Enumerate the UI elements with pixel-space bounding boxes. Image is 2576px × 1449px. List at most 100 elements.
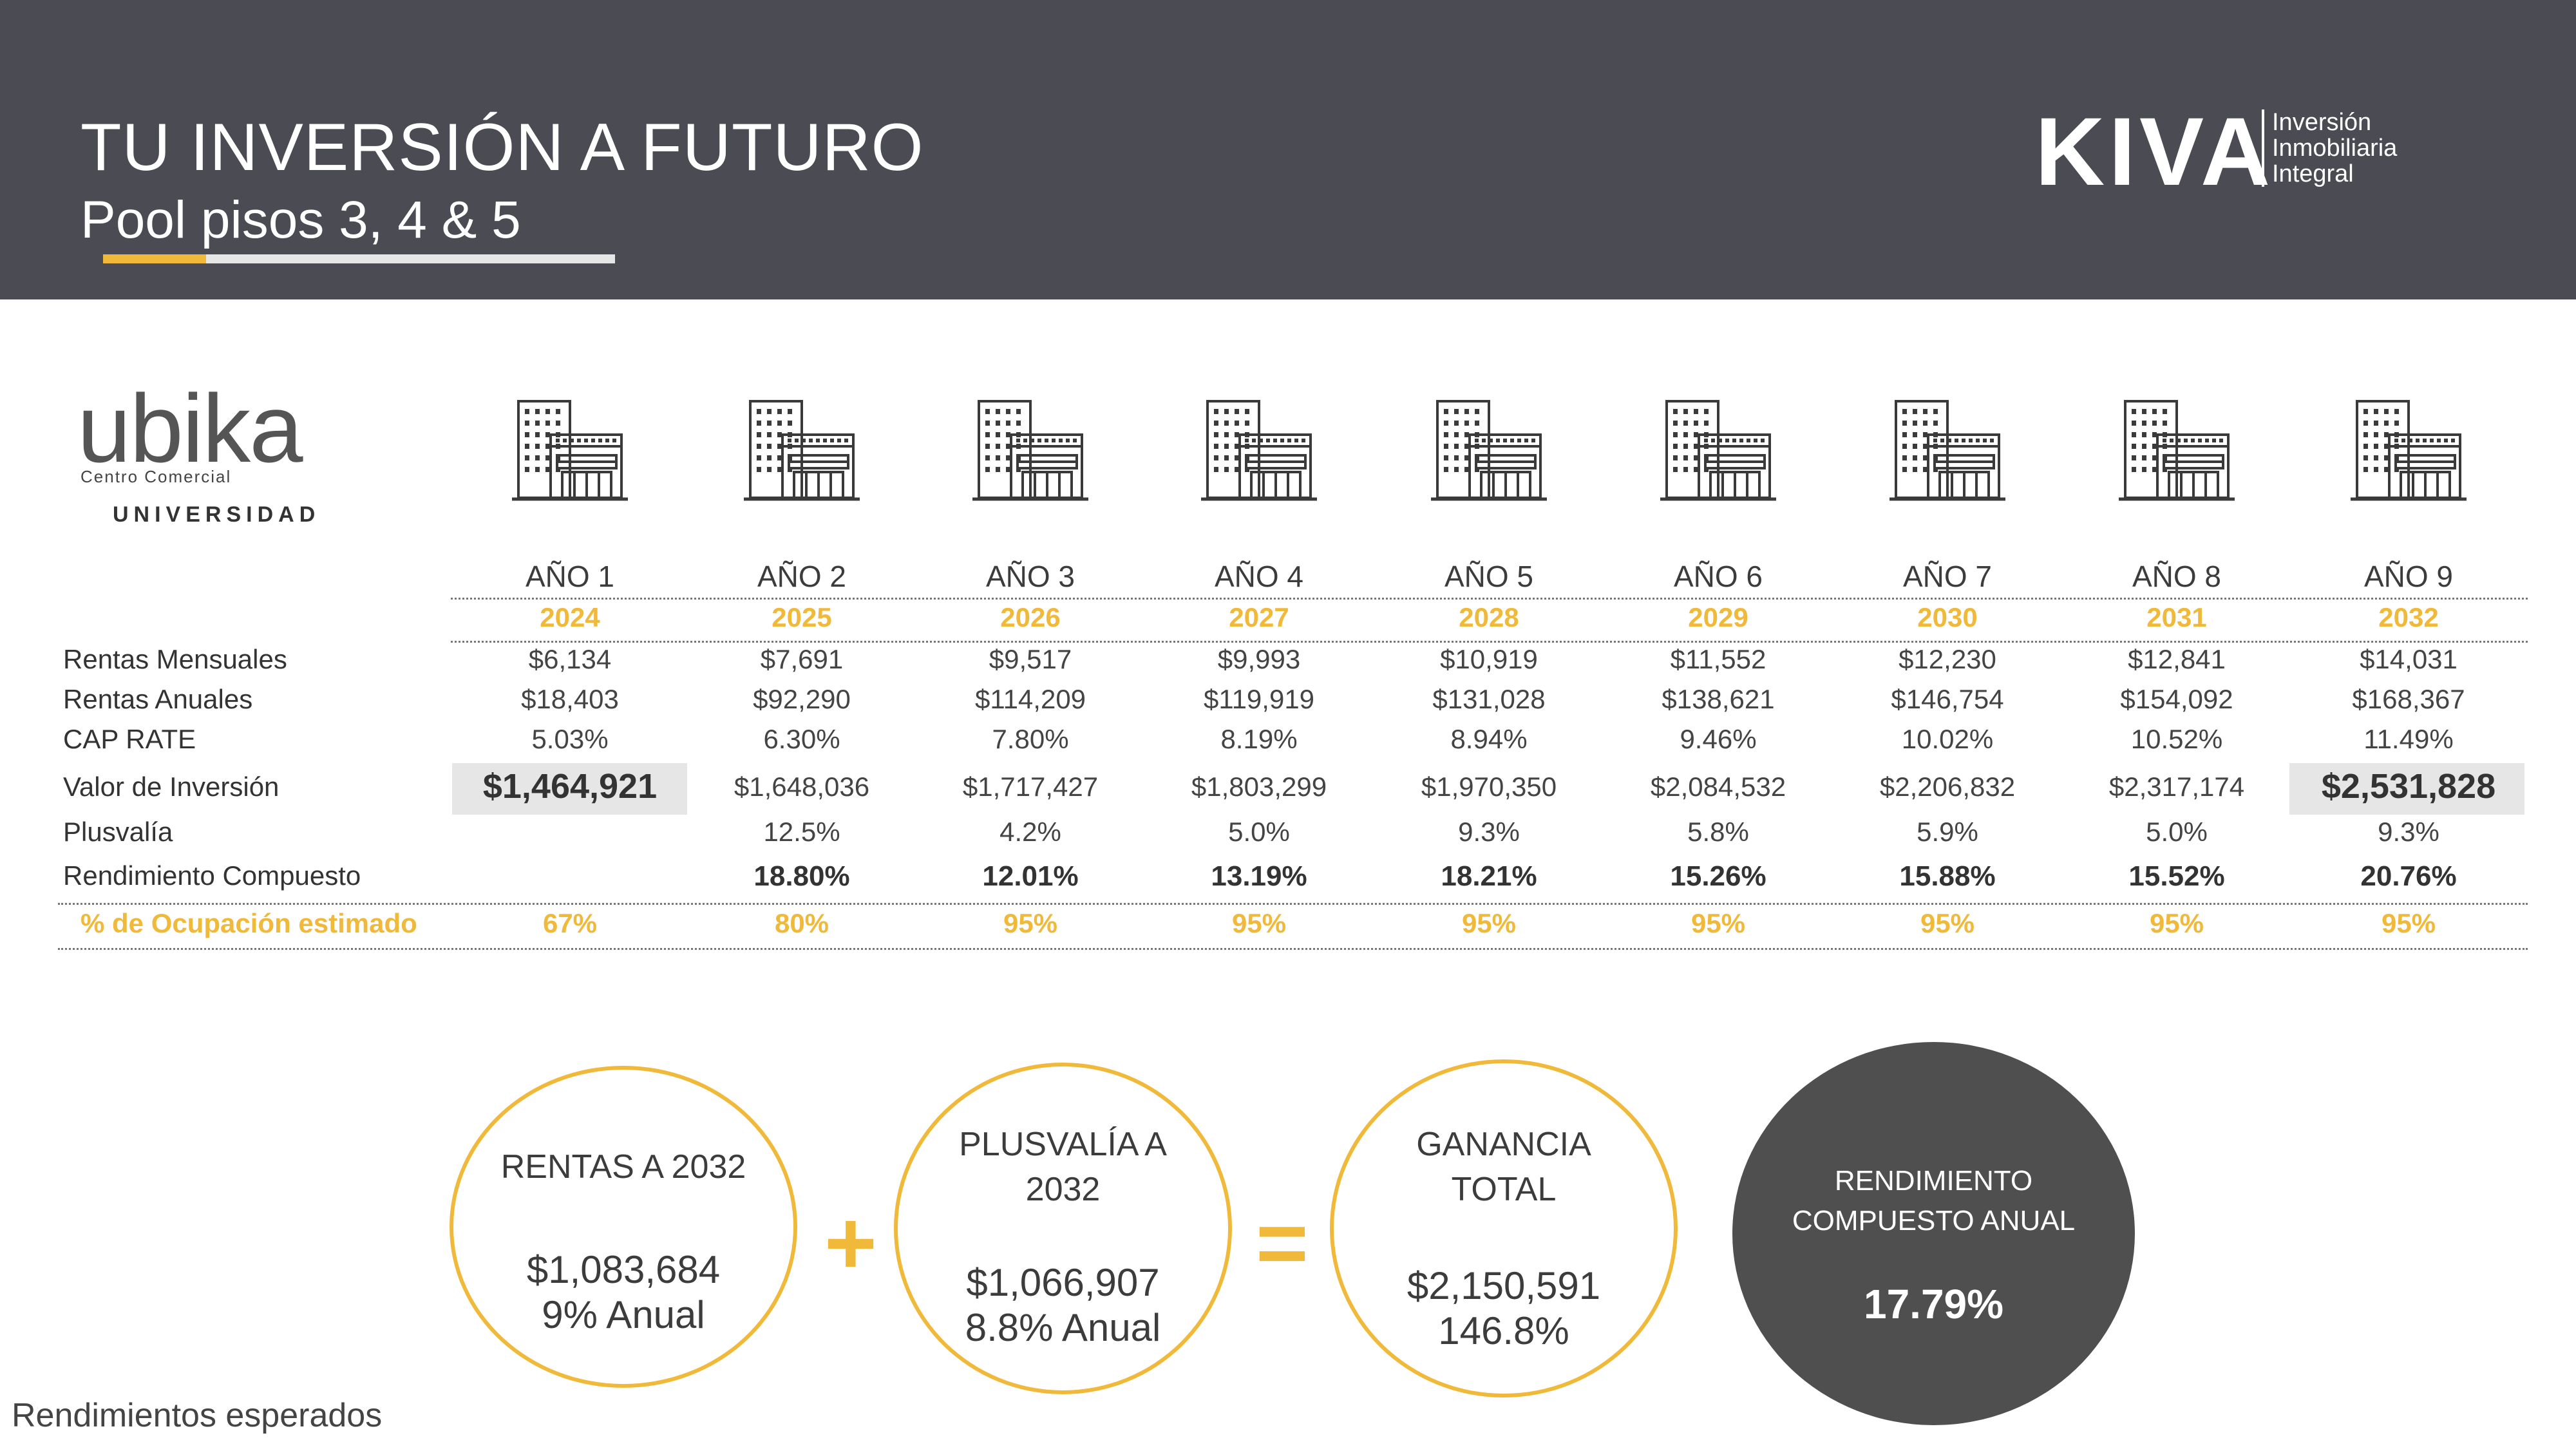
table-cell: $2,531,828 xyxy=(2321,767,2496,806)
calendar-year: 2024 xyxy=(540,602,600,632)
kiva-logo: KIVA xyxy=(2035,97,2275,205)
plusvalia-circle-amount: $1,066,907 xyxy=(966,1261,1160,1304)
table-cell: $9,517 xyxy=(989,644,1072,674)
table-cell: 95% xyxy=(2149,908,2204,938)
page-title: TU INVERSIÓN A FUTURO xyxy=(80,110,924,185)
building-icon xyxy=(1889,396,2005,502)
page-subtitle: Pool pisos 3, 4 & 5 xyxy=(80,191,521,249)
calendar-year: 2031 xyxy=(2146,602,2207,632)
table-cell: 10.02% xyxy=(1901,724,1994,754)
table-cell: $119,919 xyxy=(1203,684,1315,714)
kiva-tagline-line: Integral xyxy=(2272,160,2354,187)
table-cell: 95% xyxy=(1231,908,1287,938)
table-cell: 10.52% xyxy=(2130,724,2223,754)
table-cell: 95% xyxy=(1461,908,1517,938)
kiva-tagline-line: Inmobiliaria xyxy=(2272,135,2398,162)
table-cell: $9,993 xyxy=(1217,644,1301,674)
table-cell: $7,691 xyxy=(760,644,844,674)
table-cell: 15.52% xyxy=(2128,860,2225,892)
footer-note: Rendimientos esperados xyxy=(12,1397,383,1434)
table-cell: 8.94% xyxy=(1450,724,1528,754)
table-cell: $12,230 xyxy=(1899,644,1996,674)
year-header: AÑO 7 xyxy=(1902,560,1993,593)
table-cell: 95% xyxy=(1690,908,1746,938)
table-cell: $1,648,036 xyxy=(734,772,870,802)
plusvalia-circle-title: PLUSVALÍA A xyxy=(959,1126,1167,1163)
building-icon xyxy=(1201,396,1317,502)
table-cell: $92,290 xyxy=(753,684,851,714)
table-cell: $2,206,832 xyxy=(1879,772,2016,802)
rentas-circle-rate: 9% Anual xyxy=(542,1293,705,1336)
year-header: AÑO 5 xyxy=(1444,560,1534,593)
kiva-tagline-line: Inversión xyxy=(2272,109,2372,136)
rendimiento-circle-title: RENDIMIENTO COMPUESTO ANUAL xyxy=(1732,1161,2135,1241)
building-icon xyxy=(744,396,860,502)
rentas-circle-title: RENTAS A 2032 xyxy=(500,1148,746,1186)
row-label: Rendimiento Compuesto xyxy=(63,860,361,891)
table-cell: $10,919 xyxy=(1440,644,1538,674)
table-divider xyxy=(58,903,2528,905)
table-cell: 8.19% xyxy=(1220,724,1298,754)
calendar-year: 2030 xyxy=(1917,602,1978,632)
rendimiento-circle-value: 17.79% xyxy=(1863,1281,2004,1327)
table-cell: 15.26% xyxy=(1670,860,1766,892)
table-cell: $1,717,427 xyxy=(962,772,1099,802)
table-cell: 5.8% xyxy=(1687,817,1749,847)
table-divider xyxy=(451,641,2528,643)
rendimiento-circle: RENDIMIENTO COMPUESTO ANUAL 17.79% xyxy=(1732,1042,2135,1425)
year-header: AÑO 3 xyxy=(985,560,1075,593)
calendar-year: 2032 xyxy=(2378,602,2439,632)
table-cell: $2,317,174 xyxy=(2108,772,2245,802)
building-icon xyxy=(2351,396,2467,502)
ubika-logo: ubika Centro Comercial UNIVERSIDAD xyxy=(77,374,315,527)
rentas-circle: RENTAS A 2032 $1,083,684 9% Anual xyxy=(450,1066,797,1388)
ubika-subtitle: Centro Comercial xyxy=(80,467,232,486)
ganancia-circle: GANANCIA TOTAL $2,150,591 146.8% xyxy=(1330,1059,1678,1397)
row-label: % de Ocupación estimado xyxy=(80,908,417,938)
building-icon xyxy=(512,396,628,502)
table-cell: 4.2% xyxy=(999,817,1061,847)
row-label: Rentas Anuales xyxy=(63,684,253,714)
row-label: CAP RATE xyxy=(63,724,196,754)
table-cell: $11,552 xyxy=(1670,644,1766,674)
ganancia-circle-rate: 146.8% xyxy=(1438,1309,1569,1352)
highlight-box xyxy=(2289,763,2524,815)
plusvalia-circle-rate: 8.8% Anual xyxy=(965,1306,1161,1349)
building-icon xyxy=(2119,396,2235,502)
ubika-wordmark: ubika xyxy=(77,374,303,482)
table-cell: 95% xyxy=(2381,908,2436,938)
table-cell: 18.21% xyxy=(1441,860,1537,892)
table-cell: 9.3% xyxy=(1458,817,1520,847)
year-header: AÑO 6 xyxy=(1673,560,1763,593)
building-icon xyxy=(1431,396,1547,502)
table-cell: 11.49% xyxy=(2363,724,2454,754)
table-cell: $114,209 xyxy=(974,684,1086,714)
year-header: AÑO 9 xyxy=(2363,560,2454,593)
year-header: AÑO 8 xyxy=(2132,560,2222,593)
table-cell: $1,803,299 xyxy=(1191,772,1327,802)
calendar-year: 2025 xyxy=(772,602,832,632)
table-cell: 5.0% xyxy=(2146,817,2208,847)
table-cell: 67% xyxy=(542,908,598,938)
calendar-year: 2026 xyxy=(1000,602,1061,632)
table-cell: 15.88% xyxy=(1899,860,1996,892)
year-header: AÑO 4 xyxy=(1214,560,1304,593)
rentas-circle-amount: $1,083,684 xyxy=(526,1248,721,1291)
table-cell: $12,841 xyxy=(2128,644,2226,674)
ubika-location: UNIVERSIDAD xyxy=(113,502,321,527)
table-cell: $138,621 xyxy=(1662,684,1775,714)
ganancia-circle-title: GANANCIA xyxy=(1416,1126,1591,1163)
table-cell: 9.46% xyxy=(1680,724,1757,754)
subtitle-underline-accent xyxy=(103,254,206,263)
rendimiento-title-line: COMPUESTO ANUAL xyxy=(1792,1205,2076,1236)
table-cell: 12.5% xyxy=(763,817,840,847)
calendar-year: 2028 xyxy=(1459,602,1519,632)
kiva-logo-divider xyxy=(2262,109,2264,187)
table-cell: 13.19% xyxy=(1211,860,1307,892)
building-icon xyxy=(972,396,1088,502)
table-cell: $14,031 xyxy=(2360,644,2458,674)
equals-sign: = xyxy=(1256,1192,1309,1293)
table-cell: $2,084,532 xyxy=(1650,772,1786,802)
table-cell: 18.80% xyxy=(753,860,850,892)
row-label: Valor de Inversión xyxy=(63,772,279,802)
